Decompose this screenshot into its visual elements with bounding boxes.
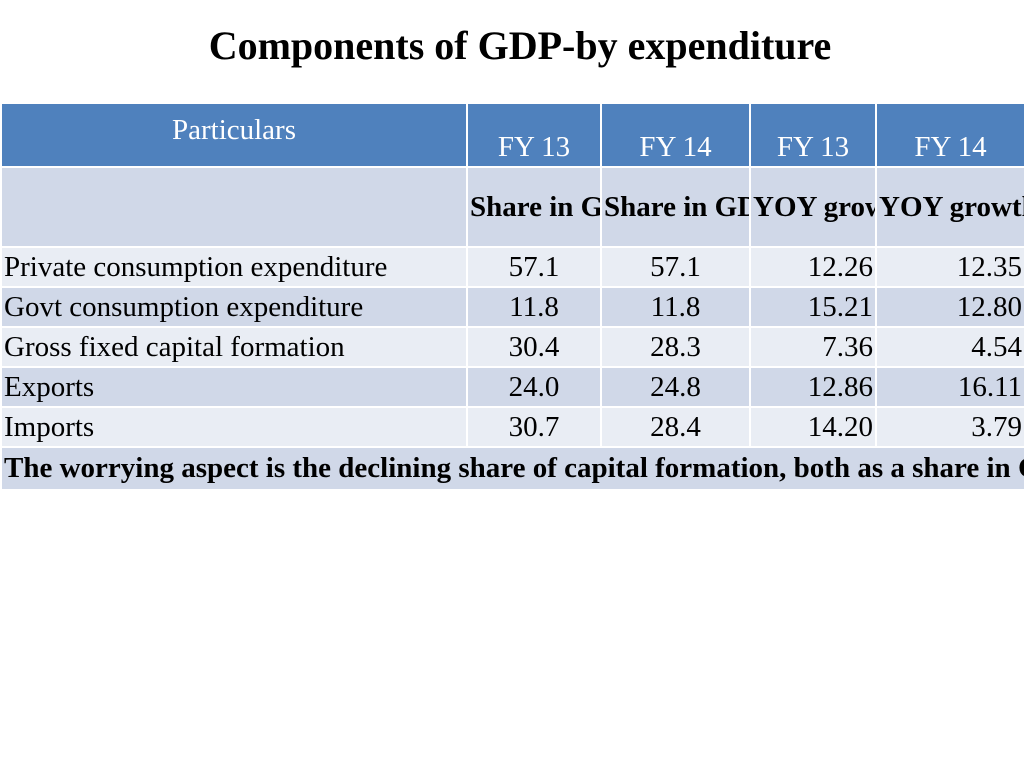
slide-title: Components of GDP-by expenditure xyxy=(208,23,832,68)
header-particulars: Particulars xyxy=(0,102,468,168)
table-row: Imports 30.7 28.4 14.20 3.79 xyxy=(0,406,1024,448)
header-fy14-share: FY 14 xyxy=(600,102,751,168)
header-metric-share-fy13: Share in GDP xyxy=(466,166,602,248)
cell-value: 24.0 xyxy=(466,366,602,408)
header-fy14-growth: FY 14 xyxy=(875,102,1024,168)
cell-value: 4.54 xyxy=(875,326,1024,368)
cell-value: 30.4 xyxy=(466,326,602,368)
header-metric-growth-fy14: YOY growth xyxy=(875,166,1024,248)
cell-value: 12.26 xyxy=(749,246,877,288)
row-label: Private consumption expenditure xyxy=(0,246,468,288)
cell-value: 12.86 xyxy=(749,366,877,408)
row-label: Govt consumption expenditure xyxy=(0,286,468,328)
cell-value: 14.20 xyxy=(749,406,877,448)
header-row-metric: Share in GDP Share in GDP YOY growth YOY… xyxy=(0,166,1024,248)
cell-value: 3.79 xyxy=(875,406,1024,448)
cell-value: 30.7 xyxy=(466,406,602,448)
cell-value: 15.21 xyxy=(749,286,877,328)
row-label: Imports xyxy=(0,406,468,448)
header-row-period: Particulars FY 13 FY 14 FY 13 FY 14 xyxy=(0,102,1024,168)
cell-value: 28.3 xyxy=(600,326,751,368)
gdp-components-table: Particulars FY 13 FY 14 FY 13 FY 14 Shar… xyxy=(0,102,1024,491)
header-metric-share-fy14: Share in GDP xyxy=(600,166,751,248)
table-row: Gross fixed capital formation 30.4 28.3 … xyxy=(0,326,1024,368)
commentary-row: The worrying aspect is the declining sha… xyxy=(0,446,1024,491)
cell-value: 57.1 xyxy=(600,246,751,288)
header-metric-blank xyxy=(0,166,468,248)
cell-value: 24.8 xyxy=(600,366,751,408)
row-label: Exports xyxy=(0,366,468,408)
cell-value: 12.80 xyxy=(875,286,1024,328)
commentary-text: The worrying aspect is the declining sha… xyxy=(0,446,1024,491)
cell-value: 11.8 xyxy=(466,286,602,328)
cell-value: 16.11 xyxy=(875,366,1024,408)
table-row: Private consumption expenditure 57.1 57.… xyxy=(0,246,1024,288)
table-row: Govt consumption expenditure 11.8 11.8 1… xyxy=(0,286,1024,328)
header-metric-growth-fy13: YOY growth xyxy=(749,166,877,248)
cell-value: 12.35 xyxy=(875,246,1024,288)
header-fy13-share: FY 13 xyxy=(466,102,602,168)
cell-value: 28.4 xyxy=(600,406,751,448)
cell-value: 57.1 xyxy=(466,246,602,288)
row-label: Gross fixed capital formation xyxy=(0,326,468,368)
cell-value: 11.8 xyxy=(600,286,751,328)
table-row: Exports 24.0 24.8 12.86 16.11 xyxy=(0,366,1024,408)
cell-value: 7.36 xyxy=(749,326,877,368)
header-fy13-growth: FY 13 xyxy=(749,102,877,168)
